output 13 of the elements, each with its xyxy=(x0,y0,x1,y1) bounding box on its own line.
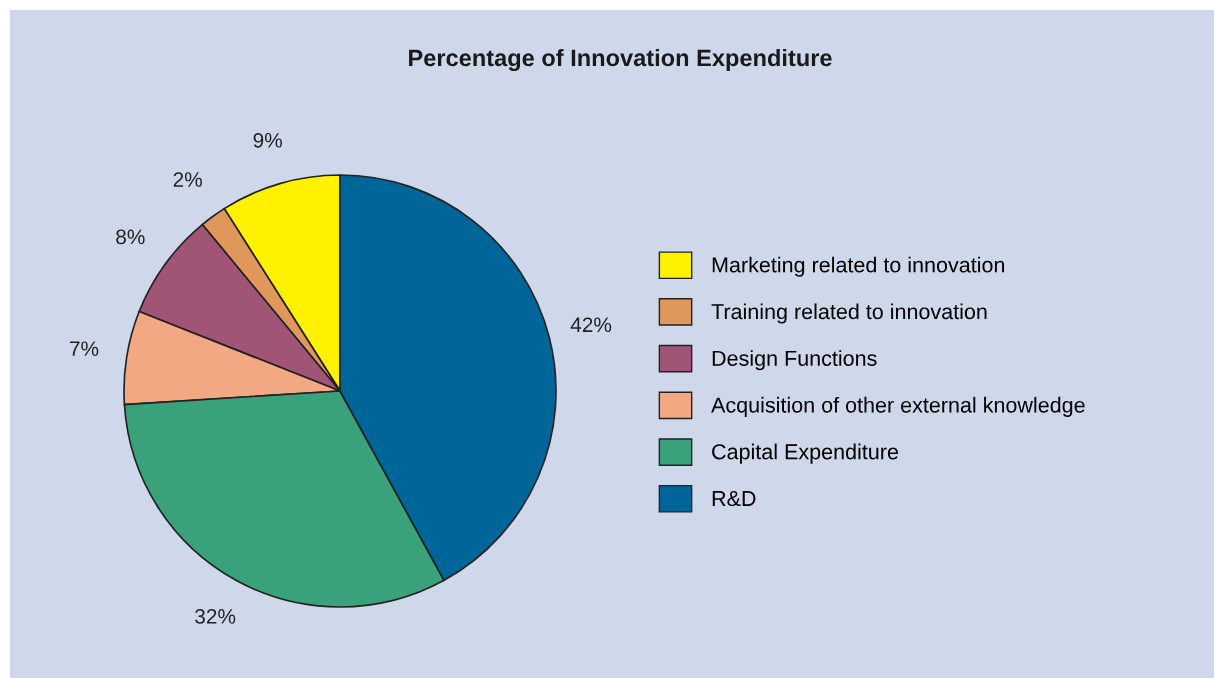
data-label: 9% xyxy=(253,132,282,148)
legend-label: Training related to innovation xyxy=(711,303,987,324)
chart-title: Percentage of Innovation Expenditure xyxy=(409,48,832,72)
data-label: 2% xyxy=(173,172,202,187)
data-label: 42% xyxy=(570,317,612,333)
legend-label: Acquisition of other external knowledge xyxy=(711,396,1085,417)
legend-label: R&D xyxy=(712,491,756,507)
legend-label: Design Functions xyxy=(712,350,877,371)
legend-label: Marketing related to innovation xyxy=(712,256,1005,277)
data-label: 7% xyxy=(70,341,99,356)
data-label: 8% xyxy=(116,229,145,245)
legend-label: Capital Expenditure xyxy=(712,443,898,464)
data-label: 32% xyxy=(195,608,236,624)
